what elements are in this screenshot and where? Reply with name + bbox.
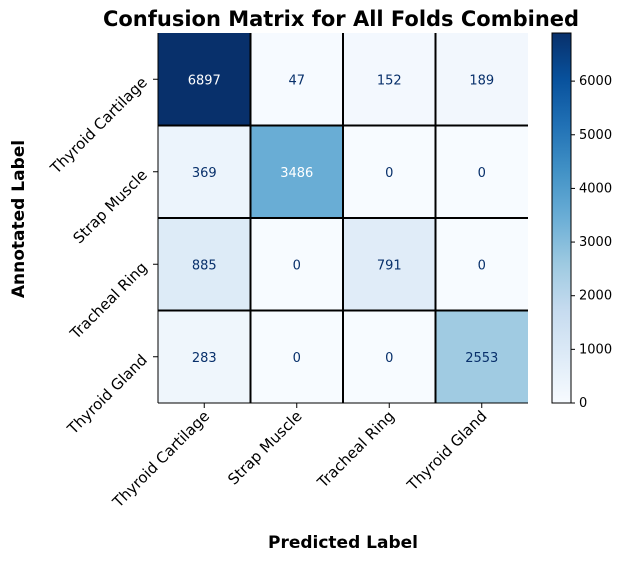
colorbar-tick-label: 2000 [579,289,612,304]
heatmap-cell [343,33,436,126]
y-axis-label: Annotated Label [9,140,29,298]
heatmap-cell-value: 152 [377,73,402,88]
heatmap-cell-value: 885 [192,258,217,273]
heatmap-cell [435,33,528,126]
colorbar-tick-label: 4000 [579,181,612,196]
heatmap-cell-value: 0 [293,258,301,273]
colorbar: 0 1000 2000 3000 4000 5000 6000 [551,32,612,411]
y-tick-label: Tracheal Ring [66,258,151,343]
x-tick-label: Tracheal Ring [313,407,398,492]
y-tick-label: Thyroid Gland [63,351,151,439]
heatmap-cell [435,218,528,311]
colorbar-scale [551,32,572,404]
x-tick-label: Thyroid Cartilage [108,407,213,512]
chart-title: Confusion Matrix for All Folds Combined [103,7,579,31]
heatmap-cell [343,125,436,218]
heatmap-cell-value: 2553 [465,351,498,366]
heatmap-cell-value: 0 [478,258,486,273]
heatmap-cell [158,33,251,126]
x-axis-label: Predicted Label [268,533,418,553]
heatmap-cell-value: 6897 [188,73,221,88]
heatmap-cell-value: 0 [478,166,486,181]
colorbar-tick-label: 6000 [579,74,612,89]
heatmap-cell-value: 0 [293,351,301,366]
colorbar-tick-label: 0 [579,396,587,411]
heatmap-cell [250,218,343,311]
heatmap-cell [250,310,343,403]
heatmap-cell-value: 791 [377,258,402,273]
y-tick-label: Strap Muscle [70,166,151,247]
heatmap-cell-value: 369 [192,166,217,181]
colorbar-tick-label: 3000 [579,235,612,250]
x-tick-label: Thyroid Gland [403,407,491,495]
heatmap-cell [158,218,251,311]
heatmap-cells [158,33,528,403]
y-tick-label: Thyroid Cartilage [46,73,151,178]
heatmap-cell-labels: 6897 47 152 189 369 3486 0 0 885 0 791 0 283 0 0 2553 [188,73,499,366]
heatmap-cell-value: 3486 [280,166,313,181]
heatmap-cell [158,125,251,218]
colorbar-tick-label: 5000 [579,128,612,143]
heatmap-cell-value: 283 [192,351,217,366]
heatmap-cell [343,218,436,311]
heatmap-cell-value: 189 [469,73,494,88]
x-tick-label: Strap Muscle [224,407,305,488]
heatmap-cell-value: 0 [385,351,393,366]
heatmap-cell-value: 0 [385,166,393,181]
x-axis-ticks: Thyroid Cartilage Strap Muscle Tracheal Ri… [108,403,491,512]
heatmap-cell [343,310,436,403]
heatmap-cell [250,33,343,126]
colorbar-tick-label: 1000 [579,342,612,357]
heatmap-cell [435,125,528,218]
heatmap-cell [158,310,251,403]
heatmap-grid [157,33,528,404]
heatmap-cell-value: 47 [288,73,305,88]
heatmap-cell [250,125,343,218]
heatmap-cell [435,310,528,403]
